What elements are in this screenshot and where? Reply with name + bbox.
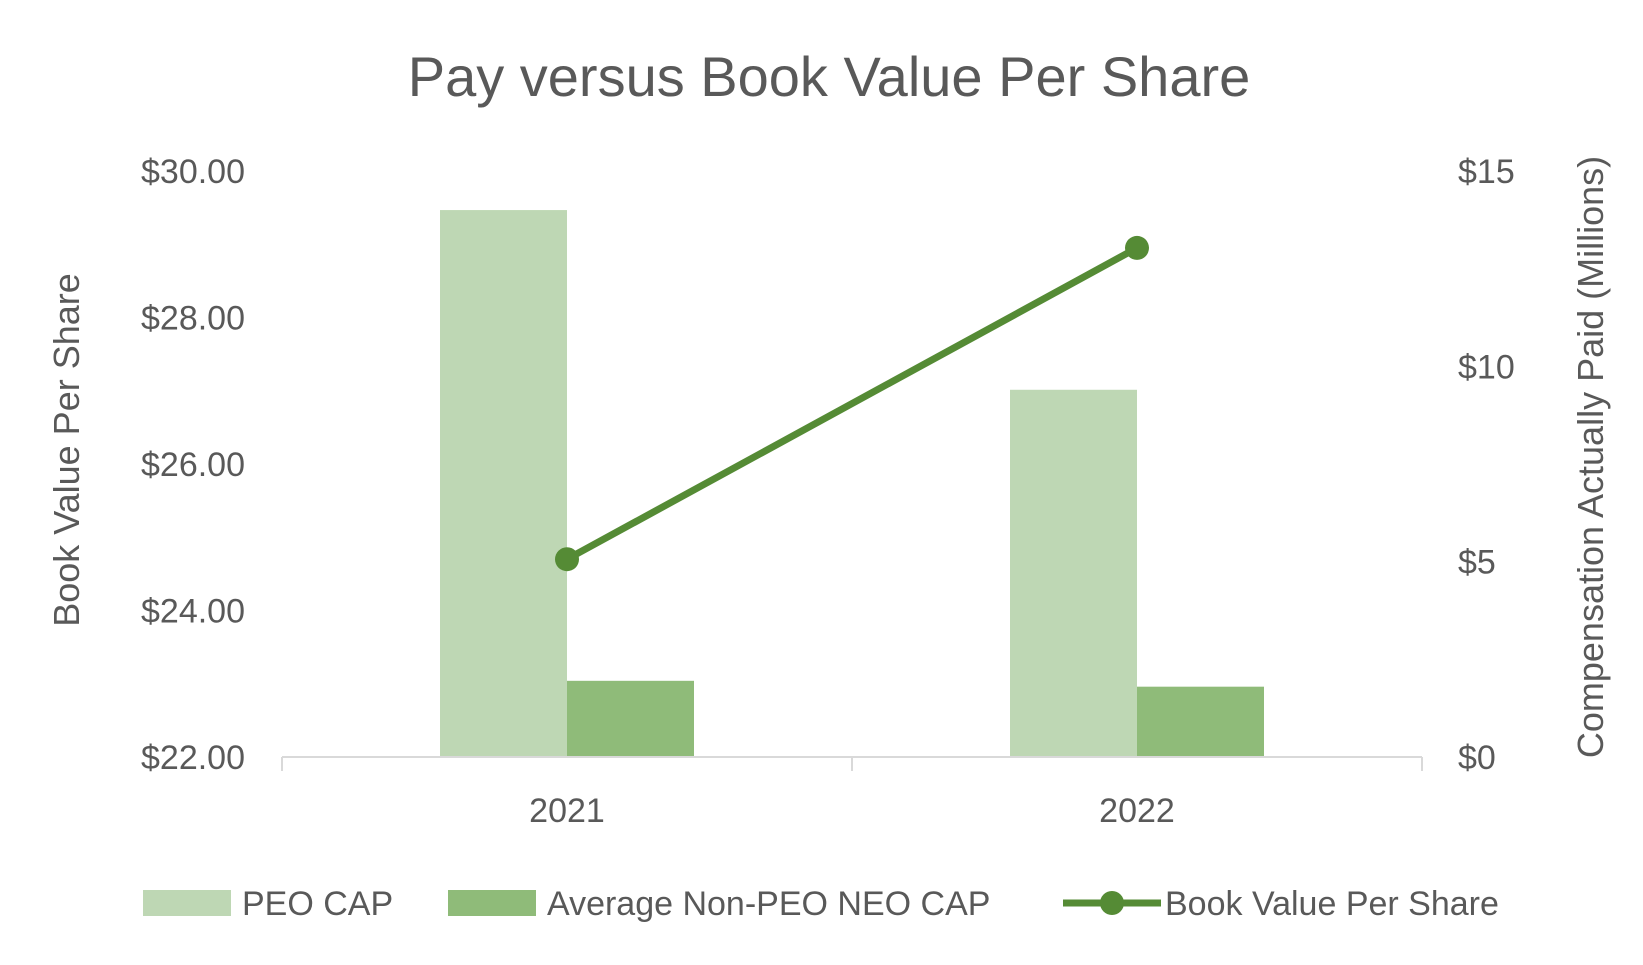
left-axis-ticks: $22.00 $24.00 $26.00 $28.00 $30.00	[141, 153, 245, 777]
x-axis: 2021 2022	[281, 756, 1423, 830]
legend-label: PEO CAP	[242, 885, 393, 923]
right-tick-label: $0	[1458, 739, 1496, 777]
right-axis-title: Compensation Actually Paid (Millions)	[1570, 156, 1611, 758]
left-tick-label: $28.00	[141, 300, 245, 338]
book-value-line	[555, 235, 1149, 572]
chart-title: Pay versus Book Value Per Share	[408, 45, 1251, 108]
legend-swatch	[448, 890, 536, 916]
left-tick-label: $26.00	[141, 446, 245, 484]
legend-swatch-marker	[1100, 891, 1124, 915]
line-point-2021	[555, 547, 579, 572]
left-tick-label: $24.00	[141, 593, 245, 631]
bar-peo-cap-2021	[440, 210, 567, 758]
legend: PEO CAP Average Non-PEO NEO CAP Book Value…	[143, 885, 1499, 923]
bar-peo-cap-2022	[1010, 389, 1137, 757]
x-tick-label: 2022	[1099, 792, 1175, 830]
right-tick-label: $10	[1458, 348, 1515, 386]
left-tick-label: $30.00	[141, 153, 245, 191]
right-tick-label: $15	[1458, 153, 1515, 191]
right-tick-label: $5	[1458, 544, 1496, 582]
bar-average-non-peo-neo-cap-2022	[1137, 686, 1264, 757]
left-axis-title: Book Value Per Share	[46, 273, 87, 627]
legend-label: Book Value Per Share	[1165, 885, 1499, 923]
legend-swatch	[143, 890, 231, 916]
right-axis-ticks: $0 $5 $10 $15	[1458, 153, 1515, 777]
legend-label: Average Non-PEO NEO CAP	[547, 885, 990, 923]
bars	[440, 210, 1264, 758]
line-path	[563, 244, 1141, 563]
x-tick-label: 2021	[529, 792, 605, 830]
bar-average-non-peo-neo-cap-2021	[567, 680, 694, 757]
line-point-2022	[1125, 235, 1149, 260]
left-tick-label: $22.00	[141, 739, 245, 777]
